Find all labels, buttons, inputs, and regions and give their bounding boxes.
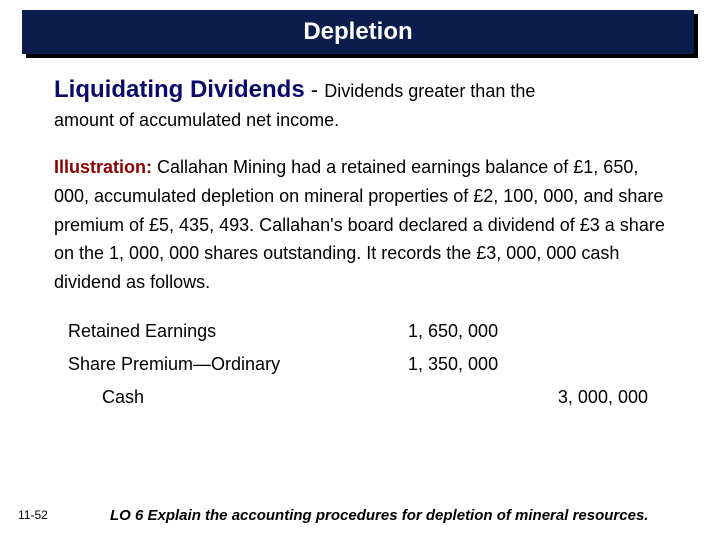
- page-number: 11-52: [18, 508, 48, 522]
- heading-line-2: amount of accumulated net income.: [54, 110, 674, 131]
- account-cell: Retained Earnings: [68, 321, 408, 342]
- debit-cell: [408, 387, 528, 408]
- debit-cell: 1, 350, 000: [408, 354, 528, 375]
- table-row: Retained Earnings 1, 650, 000: [68, 321, 658, 342]
- title-text: Depletion: [303, 18, 412, 46]
- title-banner: Depletion: [22, 10, 694, 54]
- heading-separator: -: [305, 77, 325, 102]
- illustration-label: Illustration:: [54, 157, 157, 177]
- heading-line-1: Liquidating Dividends - Dividends greate…: [54, 76, 674, 104]
- heading-rest: Dividends greater than the: [324, 81, 535, 101]
- credit-cell: [528, 354, 648, 375]
- heading-main: Liquidating Dividends: [54, 76, 305, 103]
- debit-cell: 1, 650, 000: [408, 321, 528, 342]
- table-row: Share Premium—Ordinary 1, 350, 000: [68, 354, 658, 375]
- illustration-block: Illustration: Callahan Mining had a reta…: [54, 153, 674, 297]
- account-cell: Cash: [68, 387, 408, 408]
- illustration-text: Callahan Mining had a retained earnings …: [54, 157, 665, 292]
- table-row: Cash 3, 000, 000: [68, 387, 658, 408]
- learning-objective: LO 6 Explain the accounting procedures f…: [110, 507, 710, 524]
- credit-cell: 3, 000, 000: [528, 387, 648, 408]
- content-area: Liquidating Dividends - Dividends greate…: [54, 76, 674, 420]
- credit-cell: [528, 321, 648, 342]
- journal-entry-table: Retained Earnings 1, 650, 000 Share Prem…: [68, 321, 658, 408]
- account-cell: Share Premium—Ordinary: [68, 354, 408, 375]
